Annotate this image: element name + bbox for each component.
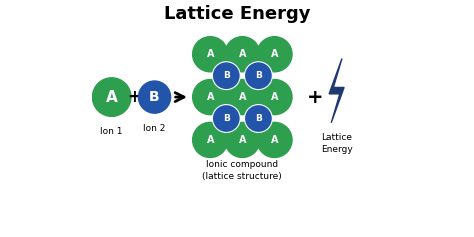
Text: A: A — [238, 92, 246, 102]
Text: A: A — [207, 135, 214, 145]
Circle shape — [225, 122, 260, 157]
Text: B: B — [149, 90, 160, 104]
Text: A: A — [238, 135, 246, 145]
Circle shape — [92, 78, 131, 116]
Circle shape — [257, 122, 292, 157]
Text: Lattice
Energy: Lattice Energy — [321, 133, 353, 154]
Text: A: A — [207, 92, 214, 102]
Text: A: A — [271, 135, 278, 145]
Polygon shape — [329, 59, 344, 123]
Text: Ion 1: Ion 1 — [100, 127, 123, 136]
Circle shape — [138, 81, 171, 113]
Text: Ionic compound
(lattice structure): Ionic compound (lattice structure) — [202, 160, 282, 181]
Circle shape — [245, 62, 273, 90]
Circle shape — [257, 80, 292, 115]
Circle shape — [192, 80, 228, 115]
Circle shape — [212, 62, 240, 90]
Text: B: B — [223, 71, 230, 80]
Circle shape — [257, 37, 292, 72]
Text: B: B — [223, 114, 230, 123]
Text: A: A — [207, 49, 214, 59]
Circle shape — [245, 105, 273, 132]
Circle shape — [212, 105, 240, 132]
Circle shape — [225, 37, 260, 72]
Text: +: + — [307, 88, 323, 107]
Text: A: A — [271, 49, 278, 59]
Text: B: B — [255, 114, 262, 123]
Text: A: A — [271, 92, 278, 102]
Text: Lattice Energy: Lattice Energy — [164, 5, 310, 23]
Text: Ion 2: Ion 2 — [143, 124, 166, 133]
Circle shape — [192, 122, 228, 157]
Circle shape — [225, 80, 260, 115]
Text: A: A — [238, 49, 246, 59]
Text: B: B — [255, 71, 262, 80]
Circle shape — [192, 37, 228, 72]
Text: A: A — [106, 90, 118, 105]
Text: +: + — [127, 88, 141, 106]
